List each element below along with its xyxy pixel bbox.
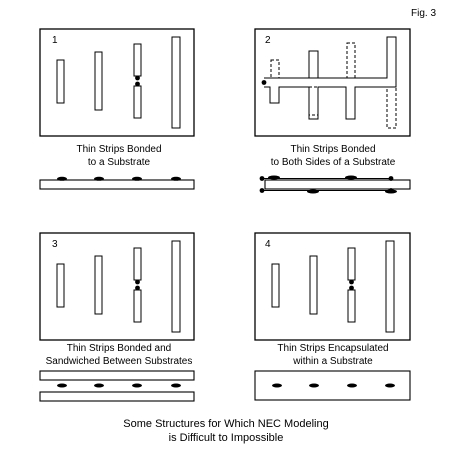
panel-2-frame	[254, 28, 411, 137]
strip-cross-section	[94, 176, 104, 181]
panel-4-frame	[254, 232, 411, 341]
panel-1-label-line2: to a Substrate	[88, 157, 151, 168]
panel-2-label-line2: to Both Sides of a Substrate	[271, 157, 396, 168]
strip	[56, 59, 65, 104]
junction-dot	[388, 176, 394, 181]
dipole-strip-lower	[347, 289, 356, 323]
panel-1: 1 Thin Strips Bonded to a Substrate	[39, 28, 195, 190]
strip-cross-section	[385, 383, 395, 388]
encapsulating-substrate	[254, 370, 411, 401]
strip-cross-section	[132, 383, 142, 388]
strip	[56, 263, 65, 308]
caption-line1: Some Structures for Which NEC Modeling	[123, 418, 328, 430]
panel-4-label-line1: Thin Strips Encapsulated	[277, 343, 388, 354]
strip	[385, 240, 395, 333]
panel-1-number: 1	[52, 35, 58, 46]
feedpoint-dot	[349, 285, 354, 291]
back-strip	[386, 86, 397, 129]
strip-cross-section	[307, 189, 319, 194]
dipole-strip-upper	[133, 247, 142, 281]
feedpoint-dot	[135, 279, 140, 285]
substrate	[39, 179, 195, 190]
strip	[94, 51, 103, 111]
strip-cross-section	[345, 175, 357, 180]
dipole-strip-lower	[133, 85, 142, 119]
substrate	[264, 179, 411, 190]
panel-4-number: 4	[265, 239, 271, 250]
feedpoint-dot	[259, 176, 265, 181]
feedpoint-dot	[349, 279, 354, 285]
strip-cross-section	[57, 383, 67, 388]
strip-cross-section	[268, 175, 280, 180]
figure-label: Fig. 3	[411, 8, 436, 19]
back-strip	[308, 86, 319, 116]
panel-2-label-line1: Thin Strips Bonded	[290, 144, 375, 155]
panel-2: 2 Thin Strips Bonded to Both Sides of a …	[254, 28, 411, 194]
strip-cross-section	[272, 383, 282, 388]
panel-1-label-line1: Thin Strips Bonded	[76, 144, 161, 155]
panel-3-number: 3	[52, 239, 58, 250]
dipole-strip-upper	[347, 247, 356, 281]
dipole-strip-lower	[133, 289, 142, 323]
strip-cross-section	[385, 189, 397, 194]
panel-3-label-line2: Sandwiched Between Substrates	[46, 356, 193, 367]
feedpoint-dot	[135, 285, 140, 291]
strip-cross-section	[347, 383, 357, 388]
strip-cross-section	[171, 383, 181, 388]
panel-1-frame	[39, 28, 195, 137]
caption-line2: is Difficult to Impossible	[169, 432, 284, 444]
panel-4: 4 Thin Strips Encapsulated within a Subs…	[254, 232, 411, 401]
dipole-strip-upper	[133, 43, 142, 77]
panel-2-number: 2	[265, 35, 271, 46]
strip	[271, 263, 280, 308]
feedpoint-dot	[259, 188, 265, 193]
front-strip	[264, 36, 397, 120]
upper-substrate	[39, 370, 195, 381]
lower-substrate	[39, 391, 195, 402]
panel-4-label-line2: within a Substrate	[292, 356, 373, 367]
panel-3-label-line1: Thin Strips Bonded and	[67, 343, 172, 354]
strip-cross-section	[171, 176, 181, 181]
strip	[309, 255, 318, 315]
strip-cross-section	[132, 176, 142, 181]
feedpoint-dot	[261, 80, 267, 85]
strip	[94, 255, 103, 315]
strip	[171, 240, 181, 333]
back-strip	[346, 42, 356, 79]
panel-3-frame	[39, 232, 195, 341]
feedpoint-dot	[135, 81, 140, 87]
strip-cross-section	[309, 383, 319, 388]
feedpoint-dot	[135, 75, 140, 81]
front-strip-upper	[279, 50, 346, 79]
strip-cross-section	[57, 176, 67, 181]
panel-3: 3 Thin Strips Bonded and Sandwiched Betw…	[39, 232, 195, 402]
strip-cross-section	[94, 383, 104, 388]
back-strip	[270, 59, 280, 79]
strip	[171, 36, 181, 129]
